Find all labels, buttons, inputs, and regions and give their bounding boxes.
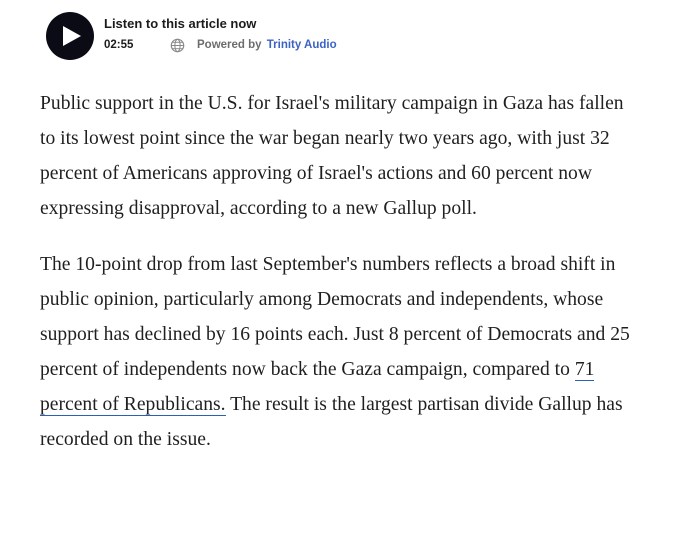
play-button[interactable]	[46, 12, 94, 60]
powered-by: Powered by Trinity Audio	[197, 39, 337, 51]
brand-link[interactable]: Trinity Audio	[266, 39, 337, 51]
paragraph-text: The result is the largest partisan divid…	[40, 394, 623, 450]
play-icon	[63, 26, 81, 46]
player-duration: 02:55	[104, 39, 134, 51]
article-paragraph: The 10-point drop from last September's …	[40, 247, 640, 457]
globe-icon	[170, 38, 185, 53]
paragraph-text: The 10-point drop from last September's …	[40, 254, 630, 380]
audio-player: Listen to this article now 02:55 Powered…	[46, 12, 466, 62]
player-title: Listen to this article now	[104, 16, 257, 31]
article-paragraph: Public support in the U.S. for Israel's …	[40, 93, 624, 219]
powered-by-label: Powered by	[197, 39, 262, 51]
article-body: Public support in the U.S. for Israel's …	[40, 86, 640, 478]
republicans-link[interactable]: 71 percent of Republicans.	[40, 359, 595, 416]
